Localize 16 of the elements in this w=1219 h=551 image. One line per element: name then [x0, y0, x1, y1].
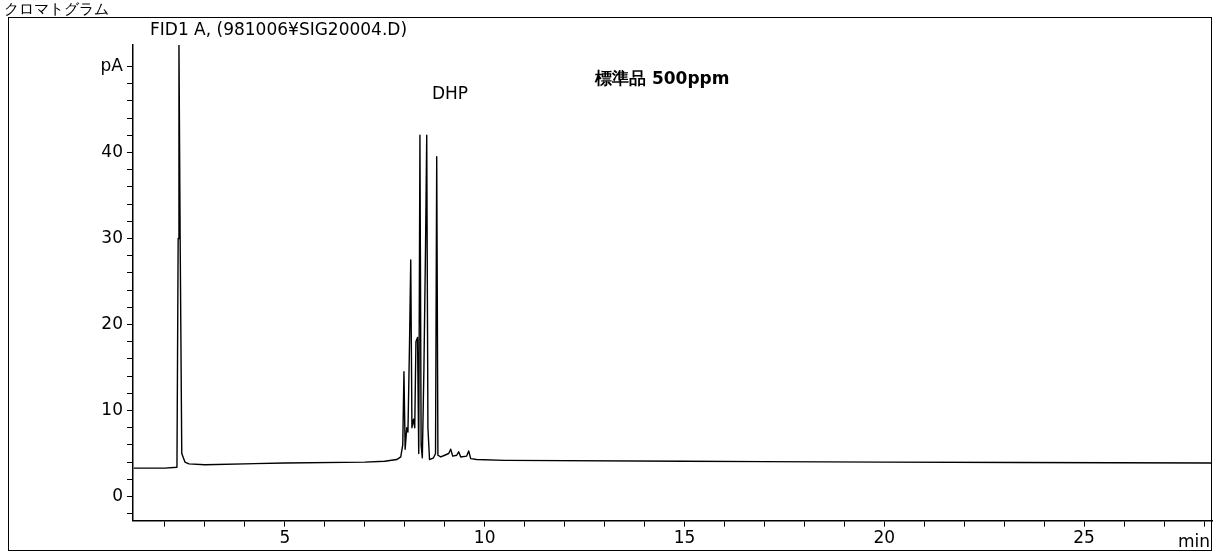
- x-tick-label: 25: [1073, 527, 1095, 548]
- chart-title: クロマトグラム: [4, 0, 109, 18]
- y-tick-label: pA: [100, 54, 124, 75]
- chart-subtitle: FID1 A, (981006¥SIG20004.D): [150, 19, 408, 39]
- y-tick-label: 10: [101, 398, 123, 419]
- x-tick-label: 10: [473, 527, 496, 548]
- y-tick-label: 30: [101, 226, 123, 247]
- annotation: 標準品 500ppm: [594, 68, 730, 88]
- y-tick-label: 20: [101, 312, 123, 333]
- x-tick-label: 20: [873, 527, 896, 548]
- x-axis-title: min: [1177, 530, 1210, 551]
- y-tick-label: 40: [101, 140, 123, 161]
- annotation: DHP: [432, 83, 469, 103]
- x-tick-label: 5: [279, 527, 291, 548]
- y-tick-label: 0: [112, 484, 123, 505]
- x-tick-label: 15: [673, 527, 696, 548]
